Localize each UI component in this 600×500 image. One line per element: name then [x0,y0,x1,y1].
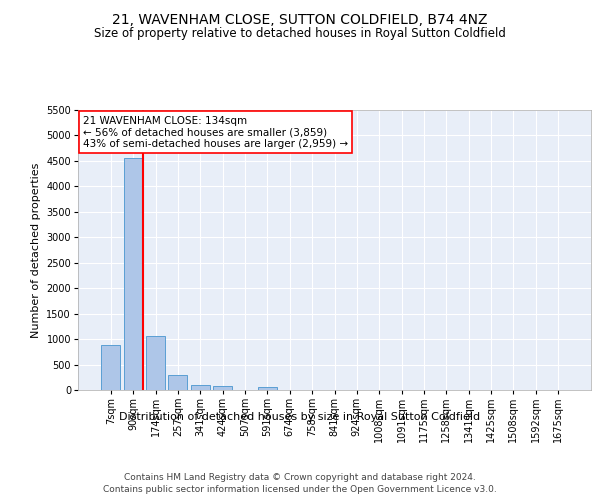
Text: Contains public sector information licensed under the Open Government Licence v3: Contains public sector information licen… [103,485,497,494]
Text: 21, WAVENHAM CLOSE, SUTTON COLDFIELD, B74 4NZ: 21, WAVENHAM CLOSE, SUTTON COLDFIELD, B7… [112,12,488,26]
Y-axis label: Number of detached properties: Number of detached properties [31,162,41,338]
Text: Contains HM Land Registry data © Crown copyright and database right 2024.: Contains HM Land Registry data © Crown c… [124,472,476,482]
Bar [169,375,187,390]
Text: 21 WAVENHAM CLOSE: 134sqm
← 56% of detached houses are smaller (3,859)
43% of se: 21 WAVENHAM CLOSE: 134sqm ← 56% of detac… [83,116,348,149]
Bar [213,386,232,390]
Text: Distribution of detached houses by size in Royal Sutton Coldfield: Distribution of detached houses by size … [119,412,481,422]
Bar [124,158,143,390]
Bar [191,386,210,390]
Bar [258,387,277,390]
Bar [146,336,165,390]
Bar [101,345,121,390]
Text: Size of property relative to detached houses in Royal Sutton Coldfield: Size of property relative to detached ho… [94,28,506,40]
